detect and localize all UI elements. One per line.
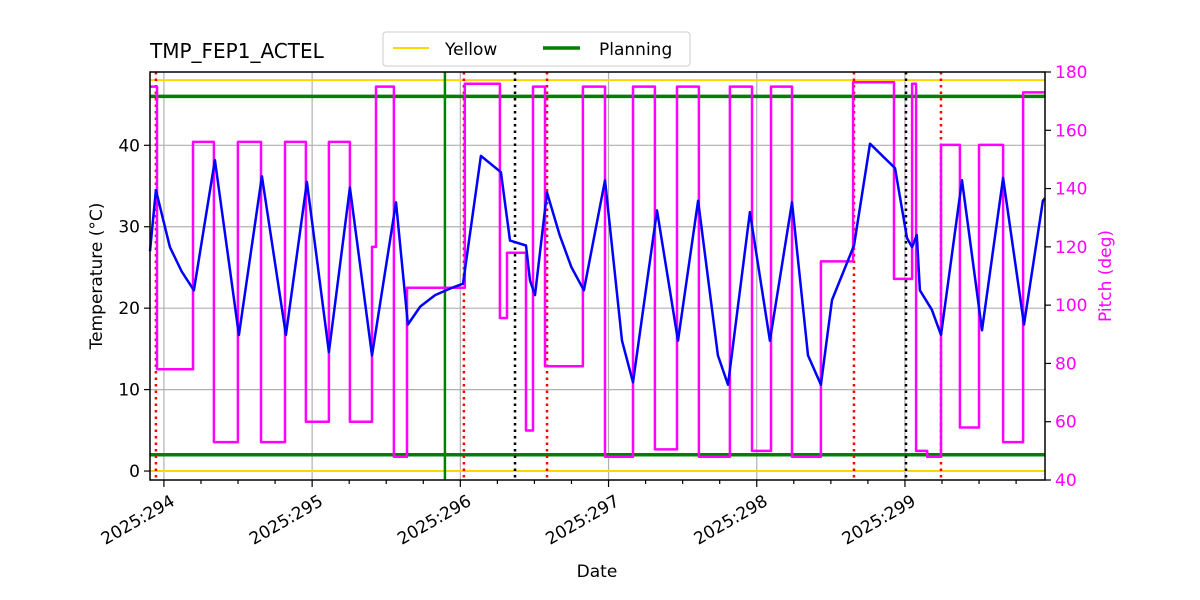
y-tick-label: 40	[118, 136, 140, 156]
y-tick-label: 0	[129, 462, 140, 482]
limit-lines	[150, 79, 1045, 473]
y2-tick-label: 80	[1055, 354, 1077, 374]
y2-tick-label: 60	[1055, 413, 1077, 433]
y2-tick-label: 180	[1055, 63, 1087, 83]
y2-tick-label: 160	[1055, 121, 1087, 141]
chart-title: TMP_FEP1_ACTEL	[149, 39, 325, 63]
y-tick-label: 30	[118, 218, 140, 238]
y2-tick-label: 100	[1055, 296, 1087, 316]
x-axis-label: Date	[577, 562, 618, 582]
y-axis-label: Temperature (°C)	[87, 203, 107, 351]
y-axis-right: 40 60 80 100 120 140 160 180	[1045, 63, 1087, 491]
legend-box	[382, 31, 691, 67]
y2-tick-label: 40	[1055, 471, 1077, 491]
x-tick-label: 2025:295	[246, 491, 327, 549]
y2-axis-label: Pitch (deg)	[1096, 230, 1116, 322]
series	[148, 80, 1046, 458]
x-tick-label: 2025:294	[98, 491, 179, 549]
temperature-series	[148, 142, 1046, 386]
x-tick-label: 2025:299	[839, 491, 920, 549]
y-axis-left: 0 10 20 30 40	[118, 136, 150, 482]
event-lines	[154, 72, 943, 480]
x-tick-label: 2025:298	[691, 491, 772, 549]
legend-label-planning: Planning	[599, 40, 672, 60]
pitch-series	[150, 80, 1045, 458]
legend-label-yellow: Yellow	[444, 40, 497, 60]
x-tick-label: 2025:296	[394, 491, 475, 549]
y2-tick-label: 140	[1055, 180, 1087, 200]
y-tick-label: 10	[118, 381, 140, 401]
plot-frame	[149, 71, 1046, 481]
legend: Yellow Planning	[382, 31, 691, 67]
x-tick-label: 2025:297	[543, 491, 624, 549]
y2-tick-label: 120	[1055, 238, 1087, 258]
x-axis: 2025:294 2025:295 2025:296 2025:297 2025:298…	[98, 480, 1017, 549]
y-tick-label: 20	[118, 299, 140, 319]
